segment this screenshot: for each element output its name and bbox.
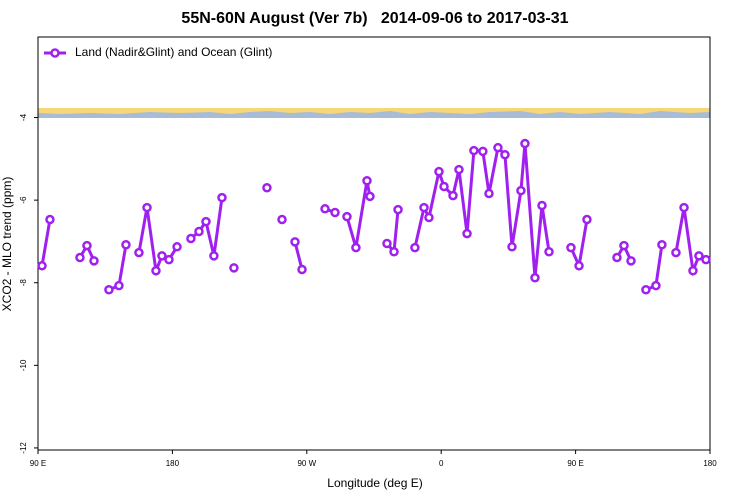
data-point <box>351 242 361 253</box>
data-point <box>201 216 211 227</box>
data-point <box>679 202 689 213</box>
data-point <box>121 239 131 250</box>
data-point <box>157 251 167 261</box>
x-tick-label: 90 W <box>297 459 316 468</box>
data-point <box>330 207 340 218</box>
data-point <box>566 242 576 253</box>
data-point <box>424 212 434 223</box>
y-tick-label: -10 <box>19 359 28 371</box>
data-point <box>290 237 300 247</box>
data-point <box>277 214 287 225</box>
data-point <box>362 175 372 186</box>
data-point <box>574 261 584 271</box>
data-point <box>434 166 444 177</box>
data-point <box>651 280 661 291</box>
data-point <box>229 263 239 273</box>
series-line <box>189 197 224 257</box>
data-point <box>89 256 99 266</box>
data-point <box>516 185 526 196</box>
data-point <box>500 149 510 160</box>
data-point <box>262 182 272 193</box>
data-point <box>641 285 651 295</box>
plot-frame <box>37 36 711 451</box>
data-point <box>439 181 449 192</box>
legend: Land (Nadir&Glint) and Ocean (Glint) <box>44 45 272 59</box>
series-line <box>345 180 372 249</box>
data-point <box>462 228 472 239</box>
data-point <box>454 164 464 175</box>
data-point <box>448 190 458 201</box>
series-line <box>40 219 52 267</box>
series-line <box>569 219 589 271</box>
data-point <box>342 211 352 222</box>
data-point <box>114 280 124 291</box>
legend-label: Land (Nadir&Glint) and Ocean (Glint) <box>75 45 272 59</box>
data-point <box>382 238 392 249</box>
x-axis-label: Longitude (deg E) <box>327 476 422 490</box>
data-point <box>694 251 704 261</box>
data-point <box>104 285 114 295</box>
data-point <box>320 204 330 214</box>
data-point <box>657 239 667 250</box>
x-tick-label: 90 E <box>567 459 583 468</box>
data-point <box>469 145 479 156</box>
legend-marker <box>50 48 60 58</box>
data-point <box>37 261 47 271</box>
y-tick-label: -6 <box>19 196 28 204</box>
x-tick-label: 180 <box>703 459 717 468</box>
x-tick-label: 0 <box>439 459 444 468</box>
data-point <box>537 200 547 211</box>
data-point <box>75 252 85 263</box>
y-axis-label: XCO2 - MLO trend (ppm) <box>0 177 14 312</box>
data-point <box>365 191 375 202</box>
data-point <box>582 214 592 225</box>
data-point <box>389 247 399 257</box>
data-point <box>701 254 711 265</box>
data-point <box>619 240 629 251</box>
series-line <box>293 241 304 270</box>
data-point <box>688 266 698 276</box>
data-point <box>45 214 55 225</box>
data-point <box>507 242 517 252</box>
data-point <box>612 252 622 263</box>
data-point <box>297 264 307 275</box>
map-strip <box>38 108 710 118</box>
x-tick-label: 90 E <box>30 459 46 468</box>
data-point <box>484 188 494 199</box>
data-point <box>410 242 420 253</box>
series-line <box>674 207 707 277</box>
data-point <box>520 138 530 149</box>
data-point <box>194 226 204 237</box>
data-point <box>209 251 219 261</box>
y-tick-label: -12 <box>19 442 28 454</box>
data-point <box>172 242 182 252</box>
data-point <box>493 142 503 153</box>
data-point <box>134 247 144 258</box>
data-point <box>530 273 540 283</box>
data-point <box>478 146 488 157</box>
data-point <box>151 266 161 276</box>
data-point <box>217 192 227 203</box>
data-point <box>186 233 196 244</box>
data-point <box>626 256 636 266</box>
data-point <box>82 240 92 251</box>
data-point <box>419 202 429 213</box>
series-line <box>413 143 551 278</box>
chart-title: 55N-60N August (Ver 7b) 2014-09-06 to 20… <box>181 10 568 27</box>
y-tick-label: -4 <box>19 113 28 121</box>
x-tick-label: 180 <box>166 459 180 468</box>
data-point <box>671 247 681 258</box>
data-point <box>164 254 174 265</box>
data-point <box>393 204 403 215</box>
data-point <box>544 247 554 257</box>
y-tick-label: -8 <box>19 279 28 287</box>
data-point <box>142 202 152 213</box>
